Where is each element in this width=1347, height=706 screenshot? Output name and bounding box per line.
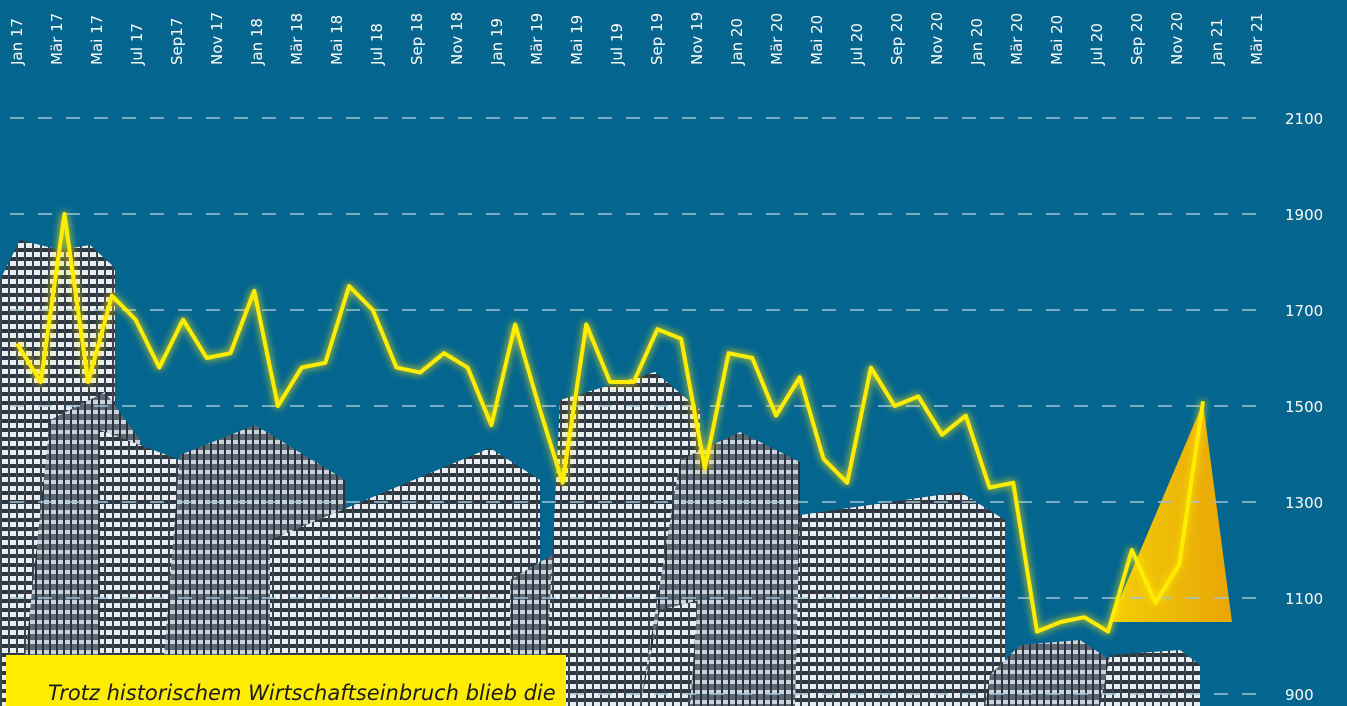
y-tick-label: 1700 — [1285, 302, 1323, 320]
x-tick-label: Mai 20 — [1048, 15, 1066, 65]
x-tick-label: Mai 19 — [568, 15, 586, 65]
x-tick-label: Jul 20 — [1088, 23, 1106, 66]
buildings — [0, 240, 1200, 706]
annotation-box — [6, 655, 566, 706]
x-tick-label: Sep17 — [168, 18, 186, 65]
plot — [15, 212, 1205, 634]
annotation: Trotz historischem Wirtschaftseinbruch b… — [48, 681, 556, 705]
highlight-area — [1110, 403, 1232, 622]
x-tick-label: Nov 19 — [688, 12, 706, 65]
x-tick-label: Jan 20 — [728, 18, 746, 66]
x-tick-label: Mär 17 — [48, 13, 66, 65]
x-tick-label: Sep 20 — [888, 13, 906, 65]
x-tick-label: Mai 17 — [88, 15, 106, 65]
x-tick-label: Sep 18 — [408, 13, 426, 65]
x-tick-label: Mär 20 — [768, 13, 786, 65]
x-tick-label: Nov 20 — [928, 12, 946, 65]
x-tick-label: Mai 20 — [808, 15, 826, 65]
y-tick-label: 1100 — [1285, 590, 1323, 608]
x-tick-label: Jan 19 — [488, 18, 506, 66]
x-tick-label: Nov 18 — [448, 12, 466, 65]
x-tick-label: Mär 20 — [1008, 13, 1026, 65]
y-tick-label: 2100 — [1285, 110, 1323, 128]
x-tick-label: Jul 19 — [608, 23, 626, 66]
y-tick-label: 1300 — [1285, 494, 1323, 512]
x-tick-label: Jul 20 — [848, 23, 866, 66]
x-tick-label: Jul 17 — [128, 23, 146, 66]
y-tick-label: 1500 — [1285, 398, 1323, 416]
x-tick-label: Sep 20 — [1128, 13, 1146, 65]
y-tick-label: 1900 — [1285, 206, 1323, 224]
x-tick-label: Jan 20 — [968, 18, 986, 66]
x-tick-label: Mär 19 — [528, 13, 546, 65]
line — [15, 212, 1205, 634]
x-tick-label: Sep 19 — [648, 13, 666, 65]
x-tick-label: Mär 21 — [1248, 13, 1266, 65]
x-tick-label: Jul 18 — [368, 23, 386, 66]
x-tick-label: Mär 18 — [288, 13, 306, 65]
x-tick-label: Jan 17 — [8, 18, 26, 66]
x-tick-label: Jan 18 — [248, 18, 266, 66]
y-tick-label: 900 — [1285, 686, 1314, 704]
x-tick-label: Nov 20 — [1168, 12, 1186, 65]
x-tick-label: Nov 17 — [208, 12, 226, 65]
x-tick-label: Jan 21 — [1208, 18, 1226, 66]
x-tick-label: Mai 18 — [328, 15, 346, 65]
